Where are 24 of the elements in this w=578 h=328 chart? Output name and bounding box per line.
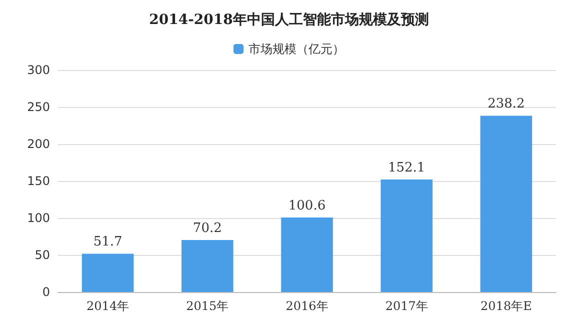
y-tick-label: 50: [34, 248, 50, 262]
bar: [82, 254, 134, 292]
y-tick-label: 200: [27, 137, 50, 151]
legend-label: 市场规模（亿元）: [248, 42, 344, 56]
data-label: 100.6: [288, 198, 326, 214]
bar: [281, 218, 333, 292]
y-tick-label: 300: [27, 63, 50, 77]
chart-title: 2014-2018年中国人工智能市场规模及预测: [149, 11, 429, 28]
y-tick-label: 100: [27, 211, 50, 225]
y-tick-label: 0: [42, 285, 50, 299]
data-label: 152.1: [388, 160, 426, 176]
x-tick-label: 2014年: [86, 299, 130, 313]
y-tick-label: 150: [27, 174, 50, 188]
data-label: 51.7: [93, 234, 122, 250]
y-tick-label: 250: [27, 100, 50, 114]
x-tick-label: 2017年: [385, 299, 428, 313]
data-label: 70.2: [192, 221, 222, 236]
x-tick-label: 2016年: [286, 299, 328, 313]
x-tick-label: 2018年E: [480, 299, 532, 313]
x-tick-label: 2015年: [186, 299, 229, 313]
bar: [182, 240, 234, 292]
bar: [480, 116, 532, 292]
data-label: 238.2: [488, 96, 525, 112]
bar: [380, 179, 432, 292]
